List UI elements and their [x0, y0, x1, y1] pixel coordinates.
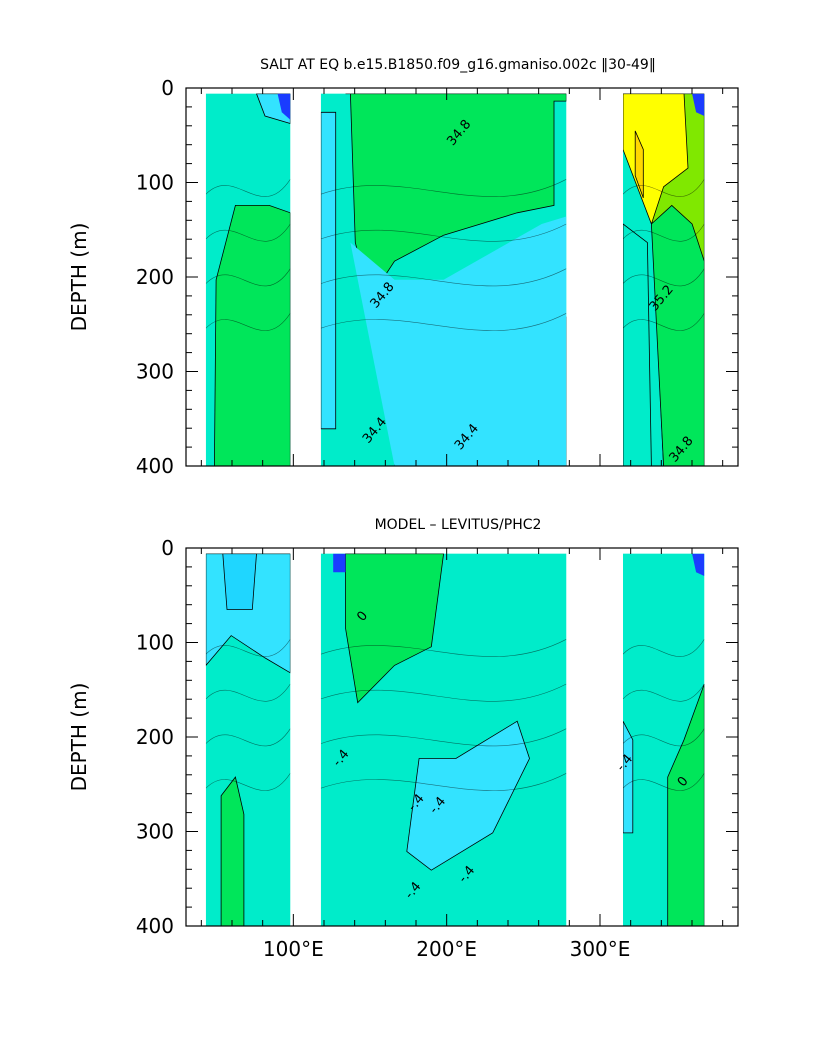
contour-line — [623, 179, 705, 197]
basin-zones — [320, 93, 567, 466]
contour-region — [320, 111, 337, 430]
difference-panel: MODEL – LEVITUS/PHC2 DEPTH (m) 0-.4-.4-.… — [67, 517, 739, 961]
contour-line — [623, 683, 705, 702]
contour-line — [623, 268, 705, 287]
contour-line — [205, 683, 291, 702]
y-tick-label: 100 — [136, 631, 174, 655]
basin-zones — [333, 553, 530, 871]
y-axis-label: DEPTH (m) — [67, 223, 91, 332]
contour-region — [350, 216, 567, 466]
contour-region — [692, 553, 705, 576]
basin-zones — [205, 553, 291, 926]
y-tick-label: 100 — [136, 171, 174, 195]
contour-line — [320, 268, 567, 287]
x-tick-label: 100°E — [263, 937, 324, 961]
contour-region — [667, 683, 705, 926]
basin-zones — [623, 93, 705, 466]
y-tick-label: 400 — [136, 914, 174, 938]
contour-line — [320, 223, 567, 242]
contour-line — [320, 728, 567, 747]
contour-line — [205, 728, 291, 747]
contour-line — [205, 268, 291, 287]
contour-line — [320, 773, 567, 791]
basin-zones — [213, 93, 291, 466]
contour-region — [213, 204, 291, 466]
contour-region — [345, 553, 445, 704]
contour-region — [623, 93, 689, 226]
y-tick-label: 200 — [136, 725, 174, 749]
y-tick-label: 0 — [161, 76, 174, 100]
basin-zones — [623, 553, 705, 926]
contour-region — [634, 130, 644, 199]
contour-line — [623, 313, 705, 331]
contour-line — [320, 683, 567, 702]
contour-region — [333, 553, 346, 573]
x-tick-label: 200°E — [416, 937, 477, 961]
salinity-panel: SALT AT EQ b.e15.B1850.f09_g16.gmaniso.0… — [67, 57, 739, 478]
contour-line — [205, 773, 291, 791]
y-tick-label: 0 — [161, 536, 174, 560]
x-tick-label: 300°E — [570, 937, 631, 961]
contour-region — [277, 93, 291, 120]
contour-line — [320, 313, 567, 331]
contour-line — [623, 773, 705, 791]
panel-title: SALT AT EQ b.e15.B1850.f09_g16.gmaniso.0… — [260, 57, 656, 73]
panel-title: MODEL – LEVITUS/PHC2 — [375, 517, 542, 533]
contour-region — [692, 93, 705, 116]
contour-line — [205, 223, 291, 242]
contour-region — [220, 776, 245, 926]
contour-region — [623, 721, 634, 834]
contour-line — [623, 223, 705, 242]
contour-line — [205, 313, 291, 331]
contour-region — [623, 223, 652, 466]
contour-region — [345, 93, 567, 300]
contour-region — [650, 204, 705, 466]
contour-line — [205, 179, 291, 197]
contour-line — [320, 639, 567, 657]
y-tick-label: 400 — [136, 454, 174, 478]
contour-line — [320, 179, 567, 197]
contour-region — [222, 553, 257, 610]
y-axis-label: DEPTH (m) — [67, 683, 91, 792]
contour-line — [205, 639, 291, 657]
y-tick-label: 200 — [136, 265, 174, 289]
contour-region — [406, 720, 530, 871]
y-tick-label: 300 — [136, 360, 174, 384]
contour-line — [623, 728, 705, 747]
y-tick-label: 300 — [136, 820, 174, 844]
contour-line — [623, 639, 705, 657]
